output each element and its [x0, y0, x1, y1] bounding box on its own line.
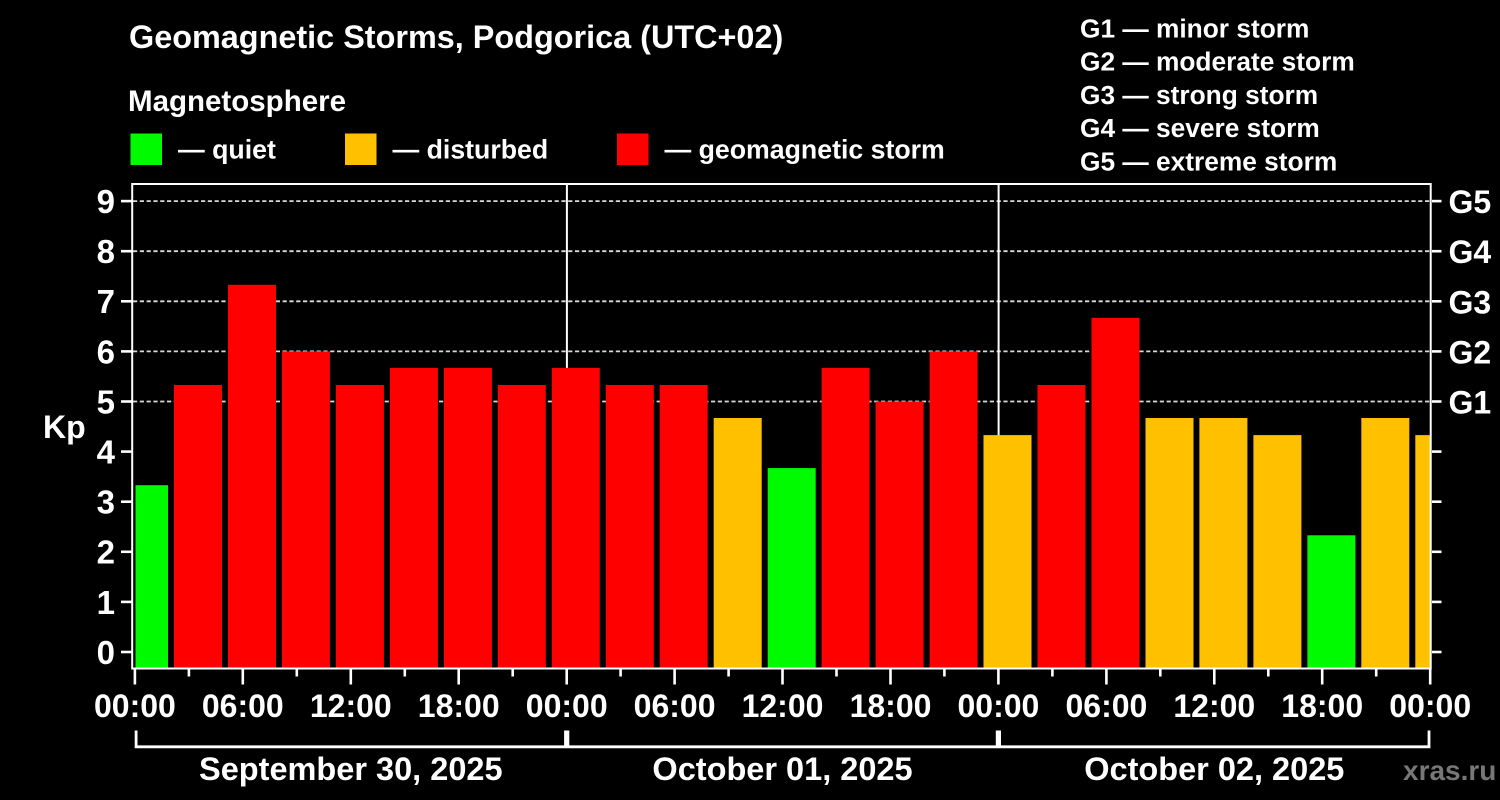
- svg-text:18:00: 18:00: [418, 688, 500, 724]
- svg-text:00:00: 00:00: [94, 688, 176, 724]
- svg-text:00:00: 00:00: [957, 688, 1039, 724]
- svg-text:— geomagnetic storm: — geomagnetic storm: [665, 135, 945, 165]
- svg-text:6: 6: [97, 333, 115, 370]
- svg-text:G2: G2: [1449, 334, 1492, 370]
- svg-text:06:00: 06:00: [202, 688, 284, 724]
- svg-text:00:00: 00:00: [1389, 688, 1471, 724]
- svg-text:7: 7: [97, 283, 115, 320]
- svg-text:G4: G4: [1449, 234, 1492, 270]
- svg-text:12:00: 12:00: [310, 688, 392, 724]
- svg-text:xras.ru: xras.ru: [1403, 755, 1496, 786]
- svg-text:G1: G1: [1449, 385, 1492, 421]
- svg-text:9: 9: [97, 183, 115, 220]
- svg-text:G3 — strong storm: G3 — strong storm: [1080, 80, 1318, 110]
- svg-text:18:00: 18:00: [850, 688, 932, 724]
- svg-text:October 02, 2025: October 02, 2025: [1084, 751, 1344, 787]
- svg-text:Geomagnetic Storms, Podgorica: Geomagnetic Storms, Podgorica (UTC+02): [129, 19, 783, 55]
- svg-text:2: 2: [97, 534, 115, 571]
- svg-text:Magnetosphere: Magnetosphere: [128, 85, 346, 118]
- svg-text:06:00: 06:00: [1065, 688, 1147, 724]
- svg-text:October 01, 2025: October 01, 2025: [652, 751, 912, 787]
- svg-text:G4 — severe storm: G4 — severe storm: [1080, 113, 1320, 143]
- svg-text:G2 — moderate storm: G2 — moderate storm: [1080, 47, 1355, 77]
- svg-text:3: 3: [97, 484, 115, 521]
- svg-text:Kp: Kp: [43, 409, 86, 445]
- svg-text:G3: G3: [1449, 284, 1492, 320]
- svg-text:00:00: 00:00: [526, 688, 608, 724]
- svg-text:1: 1: [97, 584, 115, 621]
- svg-text:4: 4: [97, 434, 116, 471]
- svg-text:5: 5: [97, 383, 115, 420]
- svg-text:G1 — minor storm: G1 — minor storm: [1080, 14, 1309, 44]
- svg-text:G5 — extreme storm: G5 — extreme storm: [1080, 146, 1337, 176]
- svg-text:— disturbed: — disturbed: [393, 135, 549, 165]
- svg-text:September 30, 2025: September 30, 2025: [199, 751, 503, 787]
- svg-text:G5: G5: [1449, 184, 1492, 220]
- svg-text:0: 0: [97, 634, 115, 671]
- svg-text:12:00: 12:00: [742, 688, 824, 724]
- svg-text:8: 8: [97, 233, 115, 270]
- svg-text:— quiet: — quiet: [178, 135, 276, 165]
- svg-text:12:00: 12:00: [1173, 688, 1255, 724]
- svg-text:06:00: 06:00: [634, 688, 716, 724]
- svg-text:18:00: 18:00: [1281, 688, 1363, 724]
